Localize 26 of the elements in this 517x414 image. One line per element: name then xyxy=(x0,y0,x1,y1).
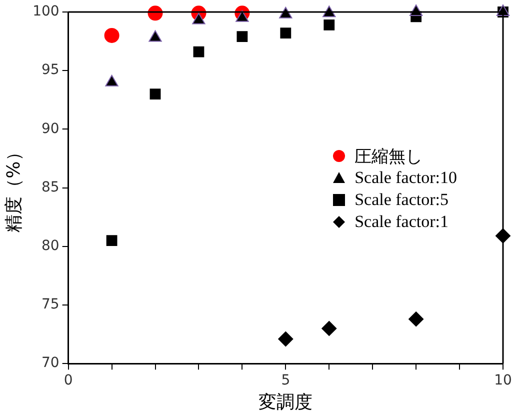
legend-label: 圧縮無し xyxy=(354,146,423,168)
x-tick-label: 10 xyxy=(494,372,512,389)
point xyxy=(408,312,424,327)
point xyxy=(150,88,161,100)
x-axis-title: 変調度 xyxy=(258,392,313,413)
y-tick-label: 90 xyxy=(41,120,60,137)
point xyxy=(106,235,118,246)
point xyxy=(324,19,335,30)
point xyxy=(280,28,292,39)
point xyxy=(104,28,120,43)
y-tick-label: 95 xyxy=(41,62,60,78)
y-axis-title: 精度（%） xyxy=(3,143,24,232)
y-tick-label: 85 xyxy=(41,179,60,196)
y-tick-label: 75 xyxy=(41,296,60,313)
y-tick-label: 100 xyxy=(32,4,60,20)
y-tick-label: 80 xyxy=(41,238,60,254)
y-tick-label: 70 xyxy=(41,355,60,372)
point xyxy=(278,331,294,346)
point xyxy=(236,31,248,42)
x-tick-label: 0 xyxy=(64,372,73,389)
legend-label: Scale factor:1 xyxy=(354,212,448,232)
legend-label: Scale factor:5 xyxy=(354,190,448,210)
point xyxy=(322,320,337,336)
legend-label: Scale factor:10 xyxy=(354,168,457,188)
point xyxy=(193,46,204,58)
x-tick-label: 5 xyxy=(281,372,290,389)
